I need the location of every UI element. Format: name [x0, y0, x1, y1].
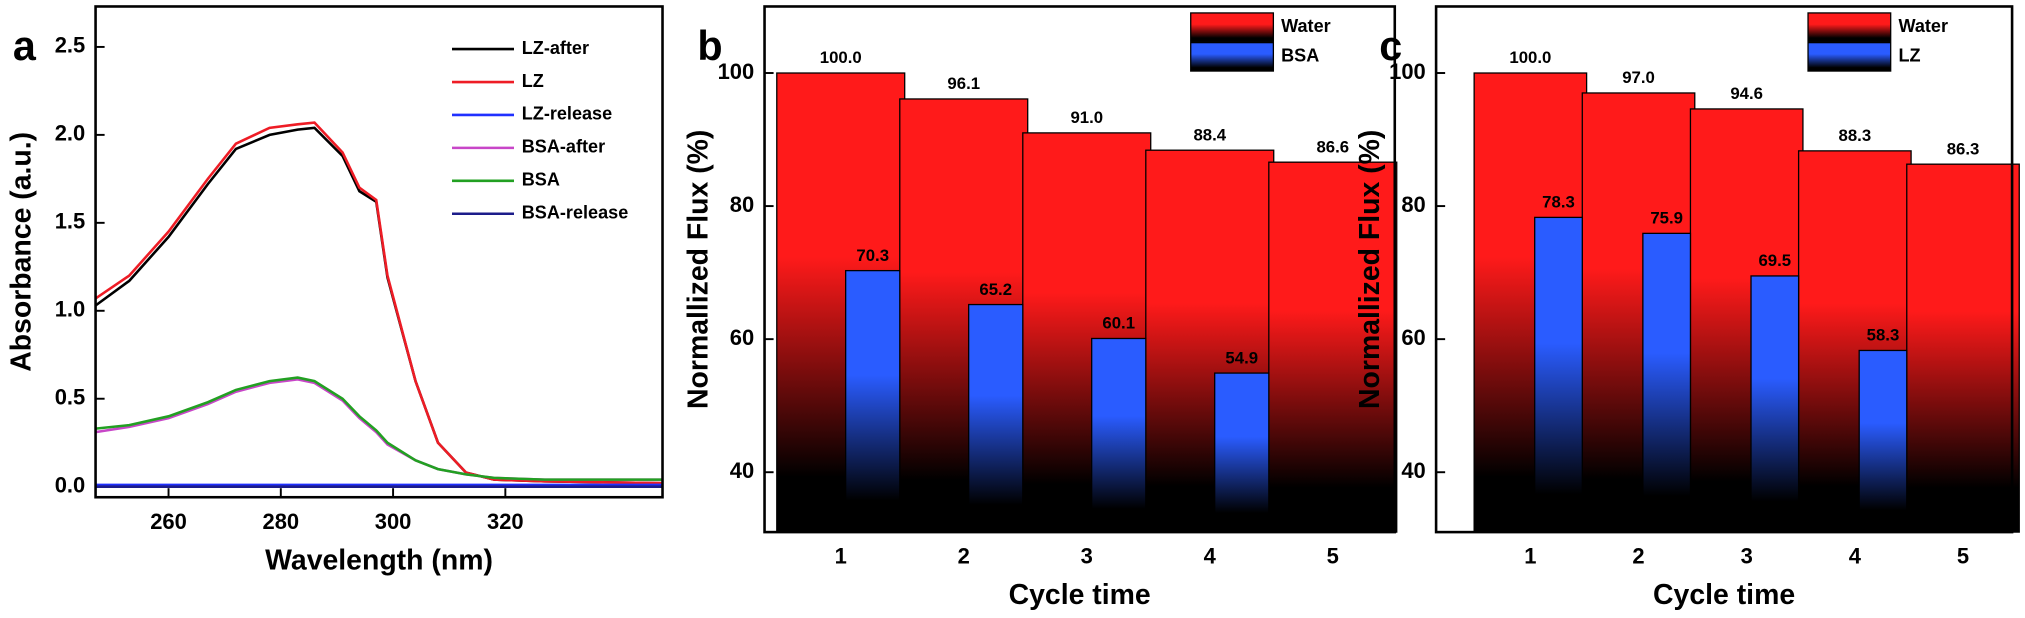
legend-label: BSA — [1281, 46, 1319, 66]
plot-frame — [763, 5, 1397, 534]
value-label: 86.3 — [1947, 139, 1980, 158]
x-tick-label: 4 — [1849, 544, 1862, 569]
panel-letter: a — [13, 23, 37, 69]
y-tick-label: 2.5 — [55, 33, 85, 58]
bar — [845, 269, 901, 533]
bar — [1091, 337, 1147, 533]
x-tick-label: 280 — [263, 509, 300, 534]
x-tick-label: 1 — [835, 544, 847, 569]
x-tick-label: 5 — [1957, 544, 1969, 569]
bar — [1858, 349, 1908, 533]
x-tick-label: 260 — [150, 509, 187, 534]
value-label: 88.3 — [1839, 126, 1872, 145]
y-tick-label: 0.0 — [55, 472, 85, 497]
x-tick-label: 4 — [1204, 544, 1217, 569]
bar — [1642, 232, 1692, 533]
legend-label: LZ-after — [522, 38, 589, 58]
series-line — [95, 121, 663, 485]
value-label: 96.1 — [947, 74, 980, 93]
y-tick-label: 1.5 — [55, 209, 85, 234]
value-label: 78.3 — [1542, 193, 1575, 212]
y-tick-label: 2.0 — [55, 121, 85, 146]
value-label: 97.0 — [1622, 68, 1655, 87]
series-line — [95, 378, 663, 481]
value-label: 100.0 — [820, 48, 862, 67]
x-tick-label: 2 — [1632, 544, 1644, 569]
panel-letter: b — [697, 23, 722, 69]
value-label: 75.9 — [1650, 209, 1683, 228]
legend-label: LZ — [522, 71, 544, 91]
legend-label: LZ — [1898, 46, 1920, 66]
legend-swatch — [1190, 12, 1275, 42]
panel: a 0.0 0.5 1.0 1.5 2.0 2.5 Absorbance (a.u.) Wave… — [6, 5, 664, 576]
bar — [1534, 216, 1583, 533]
y-tick-label: 60 — [1401, 325, 1425, 350]
y-axis-title: Normallized Flux (%) — [1354, 130, 1386, 409]
bar — [1268, 161, 1398, 533]
series-line — [95, 126, 663, 485]
x-axis-title: Wavelength (nm) — [265, 544, 493, 576]
y-tick-label: 80 — [1401, 192, 1425, 217]
value-label: 69.5 — [1758, 251, 1791, 270]
legend-label: BSA-release — [522, 203, 629, 223]
x-tick-label: 3 — [1741, 544, 1753, 569]
x-tick-label: 1 — [1524, 544, 1536, 569]
panel: b 40 60 80 100 Normallized Flux (%) Cycle time… — [682, 5, 1398, 611]
y-tick-label: 40 — [1401, 458, 1425, 483]
value-label: 86.6 — [1316, 137, 1349, 156]
x-axis-title: Cycle time — [1653, 579, 1795, 611]
legend-swatch — [1807, 41, 1892, 72]
y-axis-title: Normallized Flux (%) — [682, 130, 714, 409]
plot-frame — [94, 5, 664, 499]
value-label: 91.0 — [1070, 108, 1103, 127]
x-tick-label: 2 — [958, 544, 970, 569]
y-tick-label: 100 — [1389, 59, 1426, 84]
bar — [1906, 163, 2020, 533]
x-axis-title: Cycle time — [1009, 579, 1151, 611]
y-tick-label: 80 — [730, 192, 754, 217]
value-label: 88.4 — [1193, 125, 1226, 144]
legend-label: LZ-release — [522, 104, 612, 124]
x-tick-label: 3 — [1081, 544, 1093, 569]
x-tick-label: 5 — [1327, 544, 1339, 569]
x-tick-label: 320 — [487, 509, 524, 534]
y-tick-label: 40 — [730, 458, 754, 483]
legend-label: Water — [1281, 16, 1331, 36]
x-tick-label: 300 — [375, 509, 412, 534]
y-tick-label: 100 — [718, 59, 755, 84]
y-tick-label: 0.5 — [55, 385, 85, 410]
y-tick-label: 1.0 — [55, 297, 85, 322]
legend-label: BSA-after — [522, 137, 605, 157]
panel: c 40 60 80 100 Normallized Flux (%) Cycle time… — [1354, 5, 2020, 611]
bar — [968, 303, 1024, 533]
value-label: 100.0 — [1509, 48, 1551, 67]
value-label: 94.6 — [1730, 84, 1763, 103]
bar — [1214, 372, 1270, 533]
value-label: 60.1 — [1102, 314, 1135, 333]
value-label: 65.2 — [979, 280, 1012, 299]
legend-label: BSA — [522, 170, 560, 190]
value-label: 58.3 — [1867, 326, 1900, 345]
y-tick-label: 60 — [730, 325, 754, 350]
value-label: 70.3 — [856, 246, 889, 265]
legend-swatch — [1190, 41, 1275, 72]
plot-frame — [1434, 5, 2014, 534]
legend-label: Water — [1898, 16, 1948, 36]
panel-letter: c — [1379, 23, 1402, 69]
series-line — [95, 376, 663, 481]
bar — [1750, 275, 1800, 533]
value-label: 54.9 — [1225, 348, 1258, 367]
legend-swatch — [1807, 12, 1892, 42]
y-axis-title: Absorbance (a.u.) — [6, 132, 38, 372]
